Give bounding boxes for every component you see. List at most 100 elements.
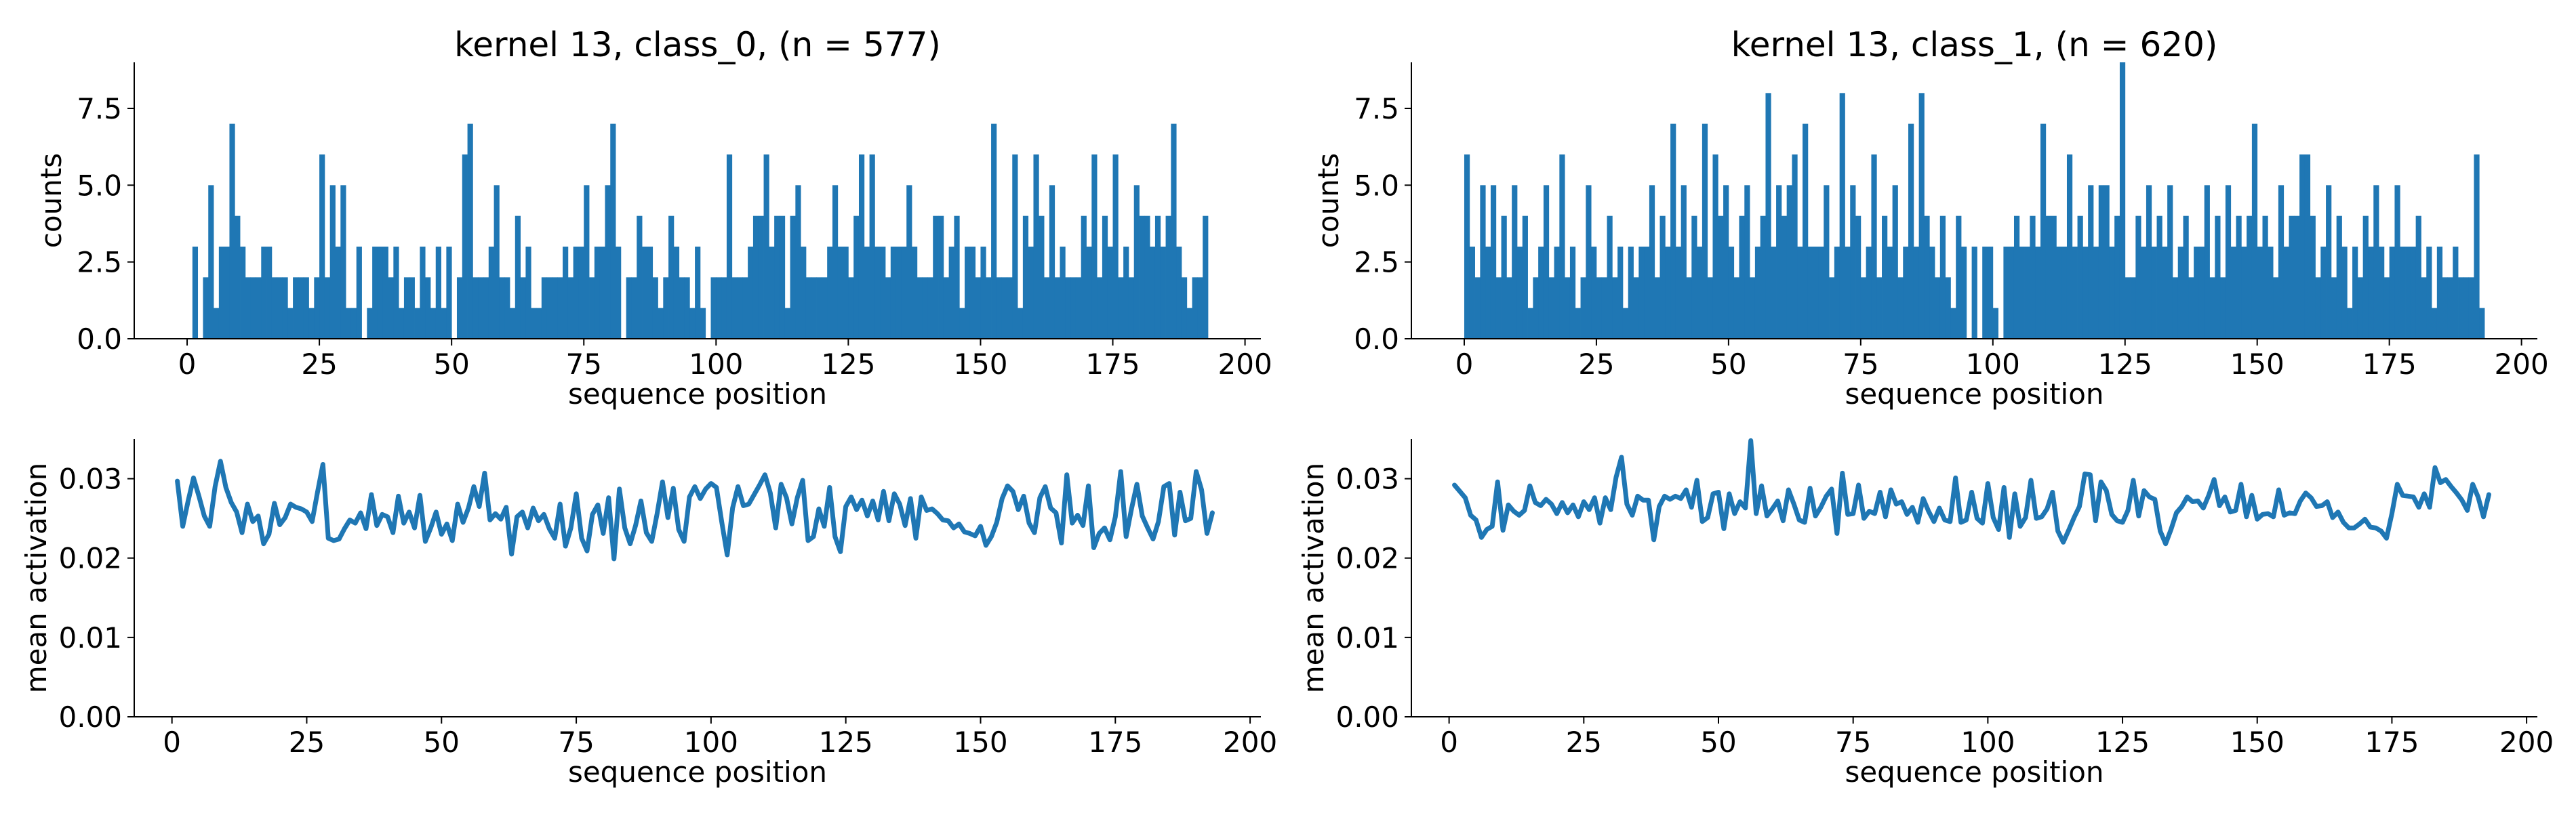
histogram-bar bbox=[769, 247, 775, 339]
histogram-bar bbox=[2336, 215, 2342, 339]
histogram-bar bbox=[895, 247, 902, 339]
x-tick-label: 25 bbox=[1578, 348, 1614, 381]
histogram-bar bbox=[467, 123, 473, 339]
histogram-bar bbox=[1897, 277, 1904, 339]
activation-line bbox=[1452, 438, 2491, 547]
x-tick-label: 150 bbox=[2230, 348, 2285, 381]
histogram-bar bbox=[2289, 215, 2295, 339]
histogram-bar bbox=[329, 185, 336, 339]
histogram-bar bbox=[1744, 185, 1750, 339]
histogram-bar bbox=[319, 154, 325, 339]
class0-counts-bars bbox=[192, 123, 1209, 339]
histogram-bar bbox=[2114, 215, 2120, 339]
histogram-bar bbox=[2463, 277, 2470, 339]
x-tick-label: 175 bbox=[1085, 348, 1140, 381]
histogram-bar bbox=[2040, 123, 2047, 339]
y-tick-label: 0.0 bbox=[77, 322, 122, 356]
histogram-bar bbox=[2051, 215, 2057, 339]
histogram-bar bbox=[1565, 277, 1571, 339]
histogram-bar bbox=[710, 277, 717, 339]
histogram-bar bbox=[2357, 277, 2364, 339]
histogram-bar bbox=[684, 277, 690, 339]
histogram-bar bbox=[965, 247, 971, 339]
histogram-bar bbox=[2405, 247, 2411, 339]
histogram-bar bbox=[2188, 277, 2194, 339]
histogram-bar bbox=[954, 215, 960, 339]
histogram-bar bbox=[742, 277, 748, 339]
histogram-bar bbox=[827, 247, 833, 339]
histogram-bar bbox=[969, 247, 976, 339]
histogram-bar bbox=[1601, 277, 1607, 339]
histogram-bar bbox=[1033, 154, 1039, 339]
histogram-bar bbox=[1945, 277, 1951, 339]
x-tick-label: 175 bbox=[1088, 726, 1142, 759]
histogram-bar bbox=[240, 247, 246, 339]
y-tick-label: 7.5 bbox=[77, 92, 122, 125]
x-axis-label: sequence position bbox=[1845, 377, 2104, 411]
histogram-bar bbox=[959, 308, 965, 339]
histogram-bar bbox=[1203, 215, 1209, 339]
histogram-bar bbox=[1171, 123, 1177, 339]
histogram-bar bbox=[2072, 247, 2078, 339]
histogram-bar bbox=[2283, 247, 2289, 339]
histogram-bar bbox=[2383, 277, 2390, 339]
histogram-bar bbox=[779, 215, 786, 339]
histogram-bar bbox=[2162, 247, 2168, 339]
histogram-bar bbox=[700, 308, 706, 339]
histogram-bar bbox=[2198, 247, 2205, 339]
histogram-bar bbox=[1792, 154, 1798, 339]
histogram-bar bbox=[356, 247, 362, 339]
histogram-bar bbox=[1485, 247, 1491, 339]
y-tick-label: 0.03 bbox=[58, 463, 122, 496]
histogram-bar bbox=[224, 247, 230, 339]
class1-counts-bars bbox=[1464, 62, 2485, 339]
histogram-bar bbox=[922, 277, 928, 339]
histogram-bar bbox=[1150, 247, 1156, 339]
histogram-bar bbox=[214, 308, 220, 339]
y-tick-label: 2.5 bbox=[1354, 246, 1399, 279]
histogram-bar bbox=[1908, 123, 1914, 339]
histogram-bar bbox=[420, 247, 426, 339]
histogram-bar bbox=[2177, 247, 2183, 339]
histogram-bar bbox=[515, 215, 521, 339]
histogram-bar bbox=[1144, 215, 1150, 339]
histogram-bar bbox=[1516, 247, 1523, 339]
histogram-bar bbox=[1988, 247, 1994, 339]
histogram-bar bbox=[2368, 247, 2374, 339]
histogram-bar bbox=[256, 277, 262, 339]
histogram-bar bbox=[1165, 215, 1171, 339]
histogram-bar bbox=[2183, 215, 2189, 339]
histogram-bar bbox=[1495, 277, 1502, 339]
histogram-bar bbox=[1112, 154, 1119, 339]
histogram-bar bbox=[192, 247, 199, 339]
histogram-bar bbox=[2082, 247, 2089, 339]
histogram-bar bbox=[1649, 185, 1655, 339]
histogram-bar bbox=[589, 277, 595, 339]
histogram-bar bbox=[816, 277, 822, 339]
histogram-bar bbox=[393, 247, 399, 339]
histogram-bar bbox=[324, 277, 331, 339]
histogram-bar bbox=[2347, 308, 2353, 339]
histogram-bar bbox=[2093, 247, 2099, 339]
histogram-bar bbox=[1628, 247, 1634, 339]
histogram-bar bbox=[483, 277, 489, 339]
histogram-bar bbox=[880, 247, 886, 339]
histogram-bar bbox=[1871, 154, 1877, 339]
histogram-bar bbox=[938, 215, 944, 339]
histogram-bar bbox=[1490, 185, 1497, 339]
histogram-bar bbox=[1807, 247, 1814, 339]
histogram-bar bbox=[2024, 247, 2030, 339]
histogram-bar bbox=[229, 123, 235, 339]
histogram-bar bbox=[478, 277, 484, 339]
histogram-bar bbox=[801, 247, 807, 339]
histogram-bar bbox=[399, 308, 405, 339]
histogram-bar bbox=[1681, 185, 1687, 339]
histogram-bar bbox=[552, 277, 558, 339]
histogram-bar bbox=[377, 247, 384, 339]
y-axis-label: counts bbox=[35, 153, 68, 248]
histogram-bar bbox=[1860, 277, 1867, 339]
histogram-bar bbox=[2151, 247, 2157, 339]
histogram-bar bbox=[1081, 215, 1087, 339]
histogram-bar bbox=[567, 277, 574, 339]
histogram-bar bbox=[2135, 215, 2141, 339]
